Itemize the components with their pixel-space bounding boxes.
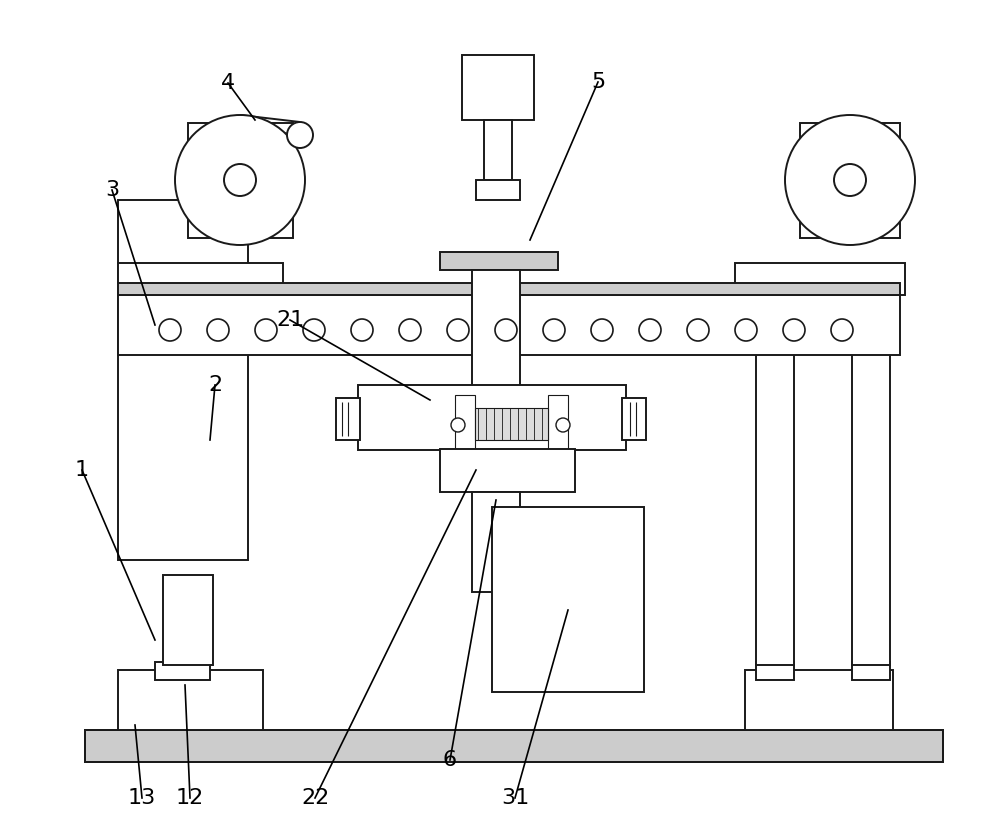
Bar xyxy=(476,180,520,200)
Text: 2: 2 xyxy=(208,375,222,395)
Circle shape xyxy=(159,319,181,341)
Circle shape xyxy=(447,319,469,341)
Text: 5: 5 xyxy=(591,72,605,92)
Circle shape xyxy=(287,122,313,148)
Circle shape xyxy=(175,115,305,245)
Bar xyxy=(472,492,520,592)
Bar xyxy=(455,395,475,455)
Text: 31: 31 xyxy=(501,788,529,808)
Bar xyxy=(756,290,794,665)
Bar xyxy=(475,408,548,440)
Bar xyxy=(852,662,890,680)
Text: 6: 6 xyxy=(443,750,457,770)
Text: 3: 3 xyxy=(105,180,119,200)
Bar xyxy=(800,123,900,238)
Circle shape xyxy=(831,319,853,341)
Bar xyxy=(118,263,283,295)
Circle shape xyxy=(639,319,661,341)
Bar xyxy=(118,670,263,730)
Circle shape xyxy=(785,115,915,245)
Circle shape xyxy=(495,319,517,341)
Circle shape xyxy=(255,319,277,341)
Circle shape xyxy=(224,164,256,196)
Circle shape xyxy=(303,319,325,341)
Circle shape xyxy=(687,319,709,341)
Circle shape xyxy=(556,418,570,432)
Bar xyxy=(440,449,575,492)
Bar xyxy=(492,507,644,692)
Circle shape xyxy=(783,319,805,341)
Bar xyxy=(484,120,512,180)
Circle shape xyxy=(834,164,866,196)
Bar xyxy=(548,395,568,455)
Text: 13: 13 xyxy=(128,788,156,808)
Bar xyxy=(472,270,520,390)
Circle shape xyxy=(351,319,373,341)
Bar xyxy=(336,398,360,440)
Text: 21: 21 xyxy=(276,310,304,330)
Circle shape xyxy=(399,319,421,341)
Bar xyxy=(852,290,890,665)
Text: 12: 12 xyxy=(176,788,204,808)
Circle shape xyxy=(543,319,565,341)
Text: 22: 22 xyxy=(301,788,329,808)
Bar xyxy=(155,662,210,680)
Circle shape xyxy=(735,319,757,341)
Bar xyxy=(462,55,534,120)
Bar xyxy=(358,385,626,450)
Bar xyxy=(440,252,558,270)
Bar xyxy=(163,575,213,665)
Bar xyxy=(85,730,943,762)
Circle shape xyxy=(591,319,613,341)
Bar xyxy=(85,730,943,762)
Bar xyxy=(188,123,293,238)
Circle shape xyxy=(207,319,229,341)
Bar xyxy=(118,295,900,355)
Bar xyxy=(118,283,900,295)
Bar xyxy=(745,670,893,730)
Text: 1: 1 xyxy=(75,460,89,480)
Bar xyxy=(756,662,794,680)
Bar xyxy=(735,263,905,295)
Bar xyxy=(118,200,248,560)
Bar xyxy=(622,398,646,440)
Circle shape xyxy=(451,418,465,432)
Text: 4: 4 xyxy=(221,73,235,93)
